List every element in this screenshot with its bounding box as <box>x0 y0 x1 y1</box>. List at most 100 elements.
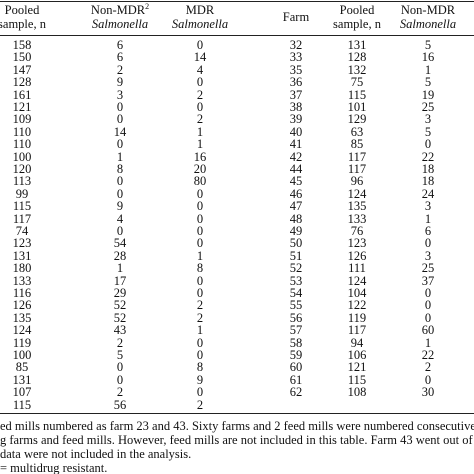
column-header: MDR Salmonella <box>172 3 228 31</box>
table-cell: 0 <box>424 286 432 300</box>
table-cell: 0 <box>116 137 124 152</box>
table-cell: 2 <box>196 112 204 127</box>
table-cell: 8 <box>196 360 204 375</box>
header-text: Farm <box>282 10 310 24</box>
table-cell: 47 <box>289 199 303 214</box>
table-cell: 0 <box>424 372 432 387</box>
table-cell: 123 <box>347 236 367 251</box>
table-cell: 29 <box>113 286 127 300</box>
table-cell: 110 <box>12 124 32 139</box>
table-cell: 1 <box>424 62 432 77</box>
table-cell: 116 <box>12 286 32 300</box>
table-cell: 124 <box>12 323 32 338</box>
table-cell: 46 <box>289 186 303 201</box>
table-cell: 1 <box>196 248 204 263</box>
table-cell: 104 <box>347 286 367 300</box>
header-text: Non-MDR <box>90 3 146 17</box>
footnote: = multidrug resistant. <box>0 461 108 474</box>
table-cell: 0 <box>116 224 124 238</box>
table-cell: 35 <box>289 62 303 77</box>
table-cell: 2 <box>424 360 432 375</box>
table-cell: 61 <box>289 372 303 387</box>
table-cell: 0 <box>196 38 204 52</box>
table-cell: 0 <box>196 236 204 251</box>
table-cell: 4 <box>196 62 204 77</box>
table-cell: 56 <box>113 397 127 412</box>
table-cell: 0 <box>196 348 204 362</box>
header-line: Non-MDR2 <box>90 3 149 18</box>
table-cell: 8 <box>116 162 124 176</box>
table-cell: 60 <box>421 323 435 338</box>
header-line: Salmonella <box>171 17 229 31</box>
table-cell: 6 <box>116 50 124 65</box>
table-cell: 9 <box>116 75 124 90</box>
table-cell: 16 <box>421 50 435 65</box>
table-cell: 3 <box>424 112 432 127</box>
table-cell: 0 <box>196 211 204 226</box>
table-cell: 28 <box>113 248 127 263</box>
table-cell: 158 <box>12 38 32 52</box>
table-cell: 0 <box>196 385 204 400</box>
table-cell: 9 <box>116 199 124 214</box>
table-cell: 147 <box>12 62 32 77</box>
table-cell: 24 <box>421 186 435 201</box>
footnote: data were not included in the analysis. <box>0 447 192 461</box>
table-cell: 122 <box>347 298 367 313</box>
table-cell: 6 <box>116 38 124 52</box>
table-cell: 75 <box>350 75 364 90</box>
table-cell: 180 <box>12 261 32 276</box>
table-cell: 38 <box>289 100 303 114</box>
table-cell: 5 <box>424 75 432 90</box>
table-cell: 132 <box>347 62 367 77</box>
table-cell: 43 <box>113 323 127 338</box>
table-cell: 1 <box>116 149 124 164</box>
table-cell: 8 <box>196 261 204 276</box>
table-cell: 131 <box>347 38 367 52</box>
table-cell: 49 <box>289 224 303 238</box>
table-cell: 3 <box>424 248 432 263</box>
table-cell: 18 <box>421 174 435 189</box>
top-rule <box>0 1 474 2</box>
table-cell: 124 <box>347 273 367 288</box>
table-cell: 96 <box>350 174 364 189</box>
table-cell: 161 <box>12 87 32 102</box>
table-cell: 85 <box>15 360 29 375</box>
table-cell: 2 <box>196 87 204 102</box>
table-cell: 0 <box>196 335 204 350</box>
table-cell: 2 <box>196 397 204 412</box>
column-header: Non-MDR Salmonella <box>400 3 456 31</box>
table-cell: 117 <box>347 149 367 164</box>
table-cell: 0 <box>196 224 204 238</box>
table-cell: 0 <box>116 372 124 387</box>
table-cell: 44 <box>289 162 303 176</box>
table-cell: 22 <box>421 348 435 362</box>
table-cell: 108 <box>347 385 367 400</box>
table-cell: 2 <box>116 62 124 77</box>
table-cell: 51 <box>289 248 303 263</box>
table-cell: 131 <box>12 248 32 263</box>
table-cell: 107 <box>12 385 32 400</box>
table-cell: 16 <box>193 149 207 164</box>
header-line: sample, n <box>333 17 381 31</box>
table-cell: 131 <box>12 372 32 387</box>
table-cell: 0 <box>116 112 124 127</box>
table-cell: 1 <box>196 137 204 152</box>
table-cell: 0 <box>424 310 432 325</box>
table-cell: 36 <box>289 75 303 90</box>
header-rule <box>0 35 474 36</box>
table-cell: 62 <box>289 385 303 400</box>
table-cell: 56 <box>289 310 303 325</box>
table-cell: 52 <box>113 298 127 313</box>
table-cell: 1 <box>424 335 432 350</box>
table-cell: 5 <box>116 348 124 362</box>
table-cell: 121 <box>12 100 32 114</box>
table-cell: 0 <box>424 298 432 313</box>
table-cell: 25 <box>421 261 435 276</box>
table-cell: 100 <box>12 348 32 362</box>
table-cell: 115 <box>12 397 32 412</box>
column-header: Pooled sample, n <box>333 3 381 31</box>
table-cell: 48 <box>289 211 303 226</box>
table-cell: 45 <box>289 174 303 189</box>
table-cell: 119 <box>347 310 367 325</box>
header-line: Non-MDR <box>400 3 456 17</box>
